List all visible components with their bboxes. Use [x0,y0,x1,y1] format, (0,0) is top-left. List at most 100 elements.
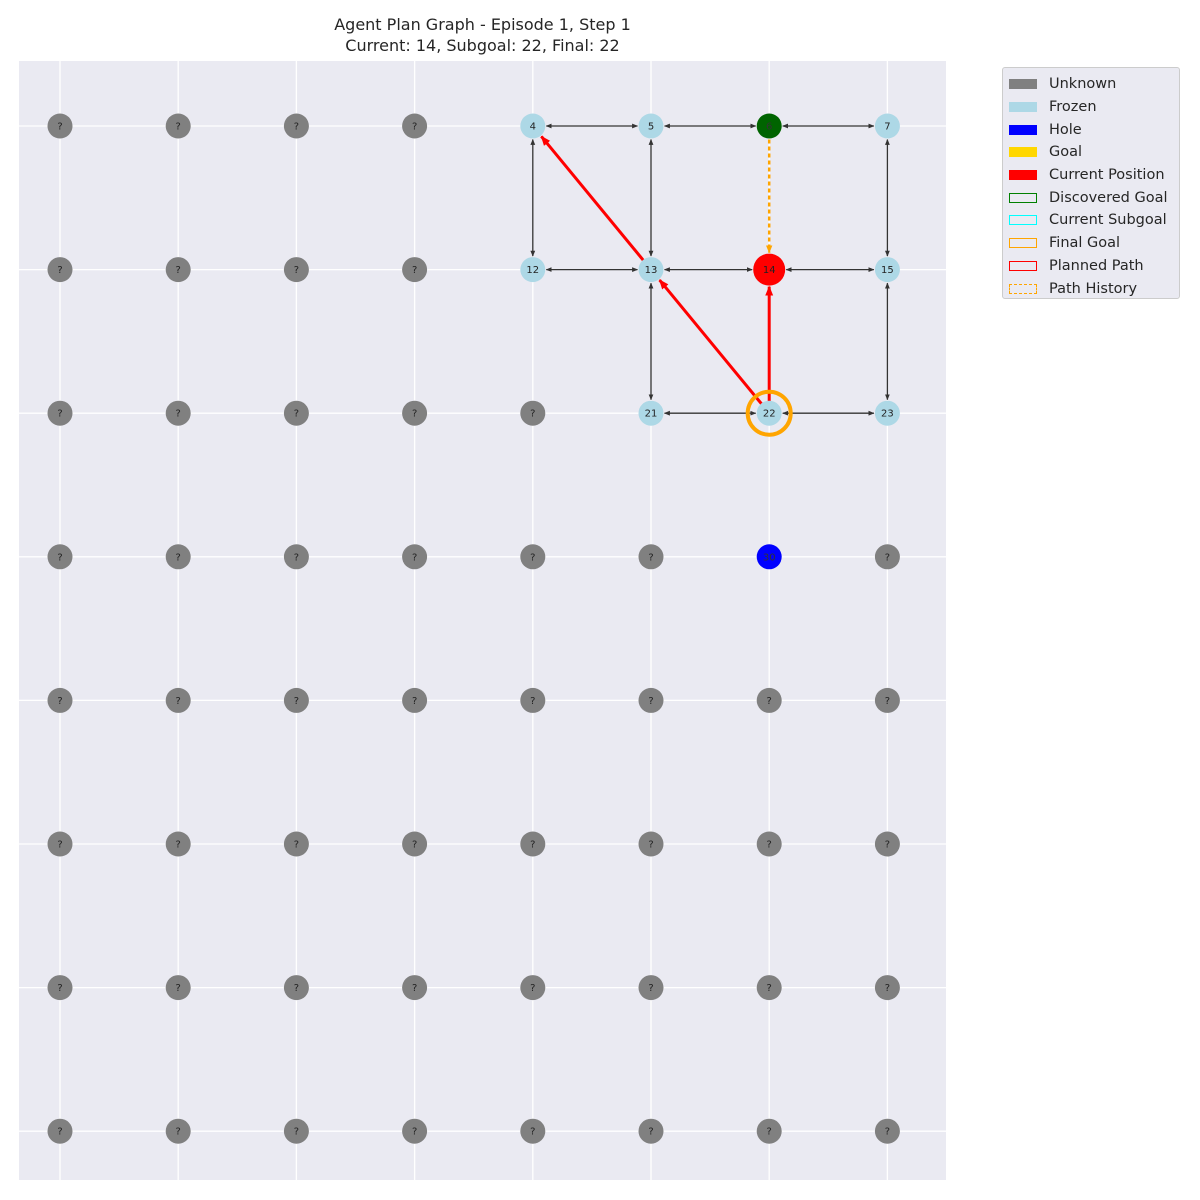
legend-swatch [1009,215,1037,226]
node-circle [47,400,73,426]
node-44: ? [520,831,546,857]
node-circle [402,257,428,283]
node-circle [165,400,191,426]
node-label: 30 [763,552,776,563]
node-circle [638,257,664,283]
node-circle [283,975,309,1001]
node-label: ? [294,983,299,994]
node-58: ? [283,1118,309,1144]
node-label: ? [294,1127,299,1138]
node-circle [520,113,546,139]
node-label: ? [767,840,772,851]
legend-swatch [1009,147,1037,158]
node-17: ? [165,400,191,426]
legend-item: Hole [1009,118,1179,141]
node-39: ? [874,687,900,713]
node-circle [756,1118,782,1144]
node-1: ? [165,113,191,139]
node-26: ? [283,544,309,570]
node-40: ? [47,831,73,857]
legend-item: Final Goal [1009,232,1179,255]
graph-nodes: ???? 4 5 6 7???? 12 13 14 15????? 21 22 23?????? 30?… [47,113,900,1144]
node-label: 7 [884,122,890,133]
node-circle [283,544,309,570]
node-label: ? [412,840,417,851]
node-label: ? [530,696,535,707]
node-circle [638,544,664,570]
node-32: ? [47,687,73,713]
title-line-1: Agent Plan Graph - Episode 1, Step 1 [334,15,631,34]
legend-label: Discovered Goal [1049,189,1168,206]
node-28: ? [520,544,546,570]
legend-item: Discovered Goal [1009,186,1179,209]
node-label: ? [294,696,299,707]
node-circle [47,975,73,1001]
planned-22-13 [658,279,765,408]
node-label: 22 [763,409,776,420]
node-9: ? [165,257,191,283]
node-36: ? [520,687,546,713]
node-label: ? [885,696,890,707]
legend-item: Goal [1009,141,1179,164]
node-circle [638,1118,664,1144]
node-27: ? [402,544,428,570]
node-circle [638,975,664,1001]
node-circle [756,113,782,139]
node-0: ? [47,113,73,139]
node-circle [402,544,428,570]
node-31: ? [874,544,900,570]
node-label: ? [530,1127,535,1138]
node-19: ? [402,400,428,426]
node-circle [165,687,191,713]
node-41: ? [165,831,191,857]
node-11: ? [402,257,428,283]
node-circle [283,687,309,713]
node-label: 6 [766,122,772,133]
node-13: 13 [638,257,664,283]
node-label: ? [648,552,653,563]
node-35: ? [402,687,428,713]
node-circle [165,831,191,857]
node-label: ? [176,265,181,276]
node-label: ? [57,409,62,420]
node-circle [520,975,546,1001]
node-16: ? [47,400,73,426]
node-circle [874,544,900,570]
node-label: ? [176,1127,181,1138]
legend-item: Planned Path [1009,255,1179,278]
node-10: ? [283,257,309,283]
node-53: ? [638,975,664,1001]
legend-label: Final Goal [1049,235,1121,252]
node-label: ? [294,409,299,420]
legend-swatch [1009,283,1037,294]
node-18: ? [283,400,309,426]
node-label: ? [648,840,653,851]
node-circle [520,687,546,713]
node-62: ? [756,1118,782,1144]
legend-swatch [1009,260,1037,271]
node-circle [520,400,546,426]
node-label: ? [57,696,62,707]
legend-swatch [1009,238,1037,249]
node-label: ? [176,840,181,851]
node-label: ? [294,840,299,851]
node-circle [402,831,428,857]
legend-swatch [1009,79,1037,90]
node-circle [47,1118,73,1144]
node-25: ? [165,544,191,570]
node-56: ? [47,1118,73,1144]
node-33: ? [165,687,191,713]
node-34: ? [283,687,309,713]
legend-label: Frozen [1049,99,1097,116]
node-label: ? [176,122,181,133]
node-label: ? [885,1127,890,1138]
node-circle [165,257,191,283]
node-63: ? [874,1118,900,1144]
legend-label: Planned Path [1049,257,1144,274]
node-label: ? [412,983,417,994]
node-circle [283,831,309,857]
node-61: ? [638,1118,664,1144]
node-label: ? [294,552,299,563]
node-label: ? [530,552,535,563]
node-label: ? [767,696,772,707]
